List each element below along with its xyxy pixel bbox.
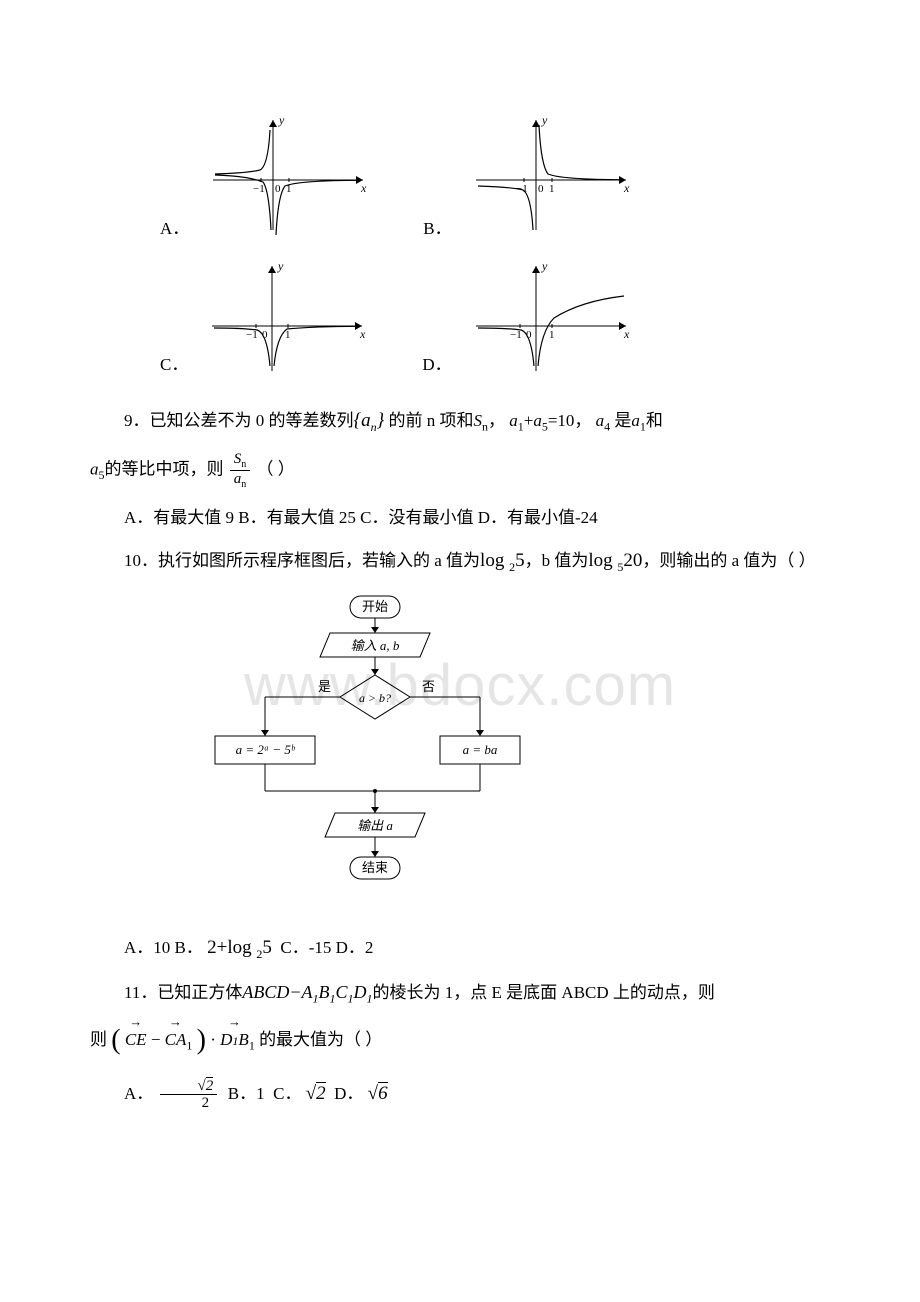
vec-ce: CE <box>125 1016 147 1053</box>
q10-options: A．10 B． 2+log 25 C．-15 D．2 <box>90 933 830 964</box>
q9-opt-a: A．有最大值 9 <box>124 508 234 527</box>
svg-text:a = 2ᵃ − 5ᵇ: a = 2ᵃ − 5ᵇ <box>236 742 296 757</box>
svg-text:1: 1 <box>549 183 555 195</box>
svg-text:是: 是 <box>318 679 331 694</box>
graph-a: x y −1 0 1 <box>203 110 373 248</box>
svg-text:y: y <box>541 259 548 273</box>
svg-text:结束: 结束 <box>362 860 388 875</box>
q10-opt-d: D．2 <box>336 938 374 957</box>
graph-b: x y −1 0 1 <box>466 110 636 248</box>
q11-opt-d: D． <box>334 1084 363 1103</box>
q10-opt-c: C．-15 <box>280 938 331 957</box>
option-d-label: D． <box>422 351 451 384</box>
svg-text:输入 a, b: 输入 a, b <box>351 638 400 653</box>
svg-text:输出 a: 输出 a <box>357 818 393 833</box>
q9-fraction: Sn an <box>230 451 251 490</box>
svg-text:0: 0 <box>275 183 281 195</box>
q11-t1: 11．已知正方体 <box>124 983 242 1002</box>
q11-opt-b: B．1 <box>228 1084 265 1103</box>
vec-d1b: D1B <box>220 1016 249 1053</box>
graph-d: x y −1 0 1 <box>466 256 636 384</box>
svg-text:−1: −1 <box>253 183 265 195</box>
svg-text:y: y <box>277 259 284 273</box>
svg-text:x: x <box>623 181 630 195</box>
q9-opt-d: D．有最小值-24 <box>478 508 598 527</box>
q9-mid1: 的前 n 项和 <box>388 411 473 430</box>
svg-text:1: 1 <box>549 329 555 341</box>
option-b-label: B． <box>423 215 451 248</box>
svg-text:−1: −1 <box>246 329 258 341</box>
question-10: 10．执行如图所示程序框图后，若输入的 a 值为log 25，b 值为log 5… <box>90 546 830 577</box>
svg-text:a > b?: a > b? <box>359 691 391 705</box>
graph-row-ab: A． x y −1 0 1 B． <box>160 110 830 248</box>
q11-options: A． √2 2 B．1 C． √2 D． √6 <box>90 1078 830 1112</box>
question-11-line2: 则 ( CE − CA1 ) · D1B1 的最大值为（ ） <box>90 1016 830 1063</box>
question-9-line2: a5的等比中项，则 Sn an （ ） <box>90 451 830 490</box>
q9-opt-b: B．有最大值 25 <box>238 508 356 527</box>
q9-opt-c: C．没有最小值 <box>360 508 473 527</box>
svg-text:a = ba: a = ba <box>463 742 498 757</box>
fc-start: 开始 <box>362 599 388 614</box>
svg-text:否: 否 <box>422 679 435 694</box>
q9-options: A．有最大值 9 B．有最大值 25 C．没有最小值 D．有最小值-24 <box>90 504 830 531</box>
option-c-label: C． <box>160 351 188 384</box>
graph-row-cd: C． x y −1 0 1 D． x y −1 0 1 <box>160 256 830 384</box>
graph-c: x y −1 0 1 <box>202 256 372 384</box>
q11-opt-a-frac: √2 2 <box>160 1078 218 1112</box>
q9-prefix: 9．已知公差不为 0 的等差数列 <box>124 411 354 430</box>
q11-opt-a-label: A． <box>124 1084 153 1103</box>
svg-text:x: x <box>623 327 630 341</box>
svg-text:0: 0 <box>538 183 544 195</box>
flowchart: 开始 输入 a, b a > b? 是 否 a = 2ᵃ − 5ᵇ a = ba <box>210 591 830 919</box>
svg-text:1: 1 <box>285 329 291 341</box>
option-a-label: A． <box>160 215 189 248</box>
svg-text:−1: −1 <box>510 329 522 341</box>
q11-opt-c: C． <box>273 1084 301 1103</box>
x-axis-label: x <box>360 181 367 195</box>
svg-text:y: y <box>541 113 548 127</box>
question-9: 9．已知公差不为 0 的等差数列{an} 的前 n 项和Sn， a1+a5=10… <box>90 406 830 437</box>
q10-opt-b: B． <box>175 938 203 957</box>
q10-t1: 10．执行如图所示程序框图后，若输入的 a 值为 <box>124 551 480 570</box>
question-11: 11．已知正方体ABCD−A1B1C1D1的棱长为 1，点 E 是底面 ABCD… <box>90 978 830 1009</box>
vec-ca1: CA <box>165 1016 187 1053</box>
svg-text:x: x <box>359 327 366 341</box>
y-axis-label: y <box>278 113 285 127</box>
q10-opt-a: A．10 <box>124 938 170 957</box>
